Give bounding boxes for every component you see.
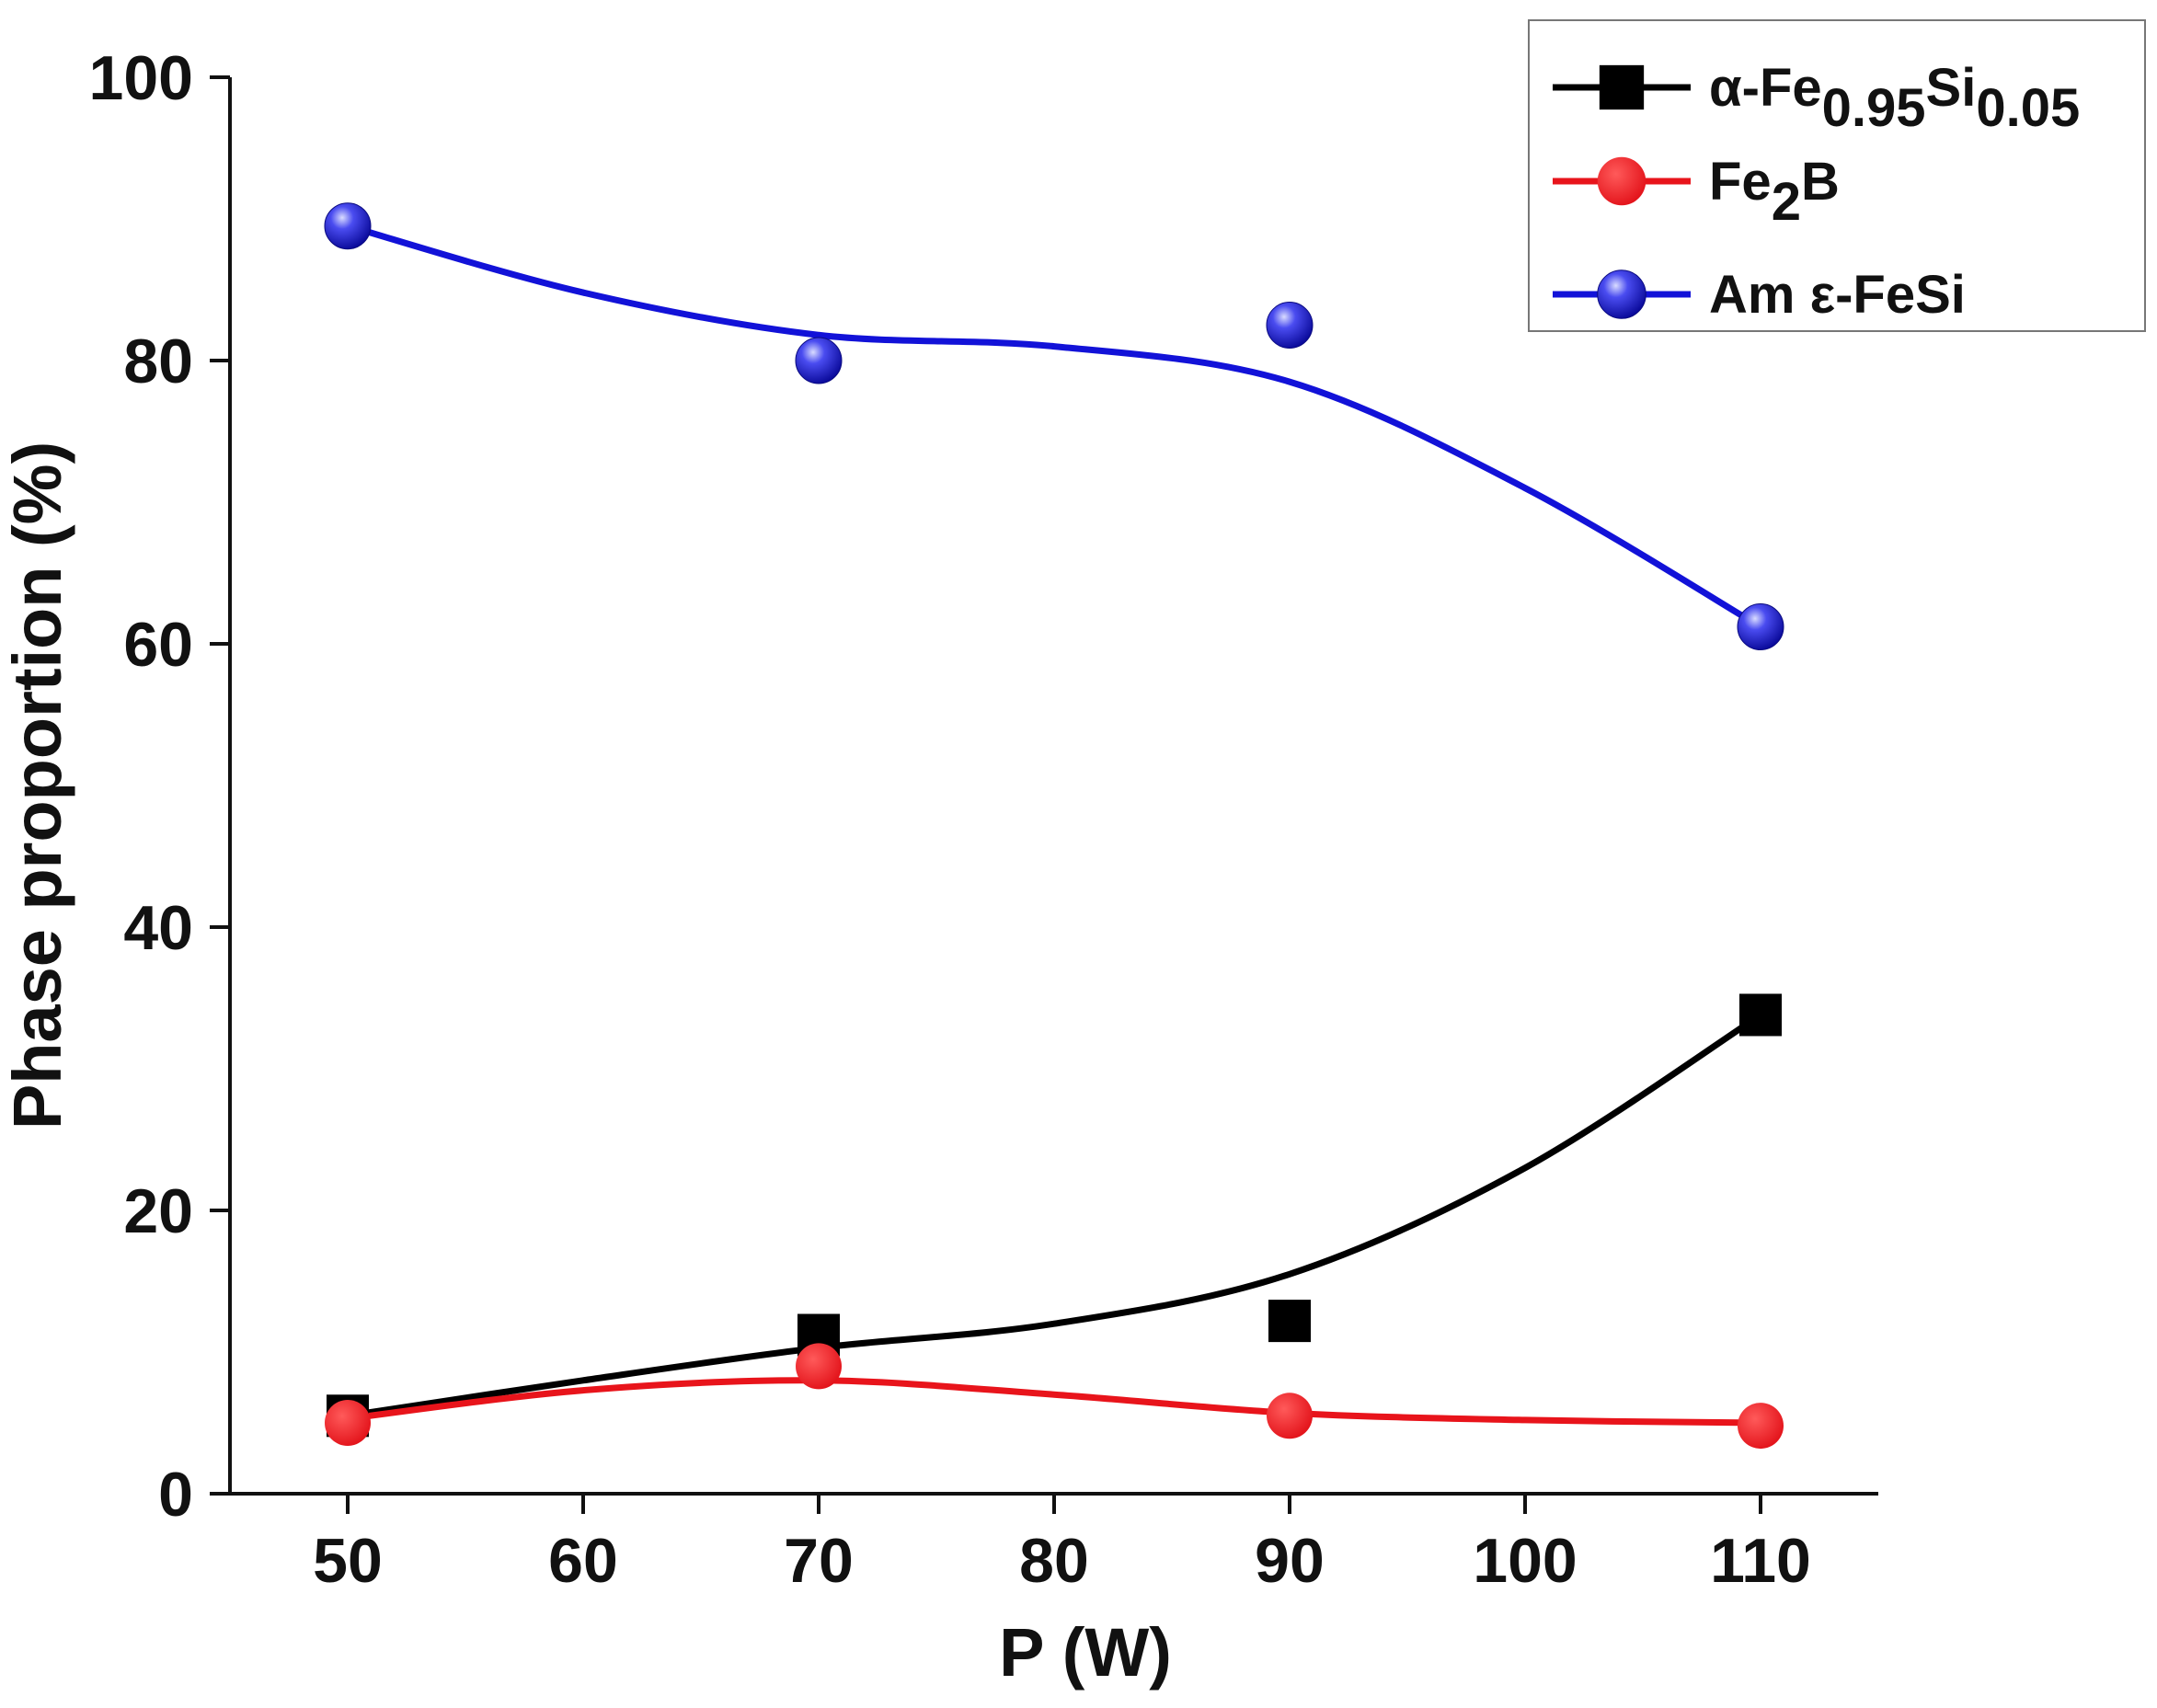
data-points bbox=[324, 202, 1784, 1450]
x-axis-title: P (W) bbox=[999, 1614, 1172, 1691]
x-ticks: 50 60 70 80 90 100 110 bbox=[313, 1494, 1811, 1596]
legend-marker-am-fesi bbox=[1597, 269, 1646, 319]
legend-marker-alpha-fesi bbox=[1599, 64, 1645, 110]
alpha-fesi-point bbox=[1268, 1300, 1311, 1343]
x-tick-label: 80 bbox=[1019, 1526, 1089, 1596]
legend-marker-fe2b bbox=[1597, 156, 1646, 206]
y-tick-label: 80 bbox=[123, 327, 193, 396]
fe2b-point bbox=[796, 1343, 842, 1390]
fe2b-point bbox=[325, 1400, 371, 1446]
x-tick-label: 60 bbox=[548, 1526, 618, 1596]
am-fesi-point bbox=[1737, 603, 1784, 651]
legend-label-am-fesi: Am ε-FeSi bbox=[1709, 265, 1966, 325]
am-fesi-point bbox=[324, 202, 372, 250]
fit-curves bbox=[344, 223, 1764, 1427]
alpha-fesi-point bbox=[1739, 993, 1782, 1037]
fit-curve-am-fesi bbox=[344, 223, 1764, 631]
y-tick-label: 20 bbox=[123, 1176, 193, 1246]
fe2b-point bbox=[1267, 1393, 1313, 1439]
fit-curve-fe2b bbox=[344, 1377, 1764, 1427]
fit-curve-alpha-fesi bbox=[344, 1011, 1764, 1419]
x-tick-label: 100 bbox=[1473, 1526, 1577, 1596]
y-tick-label: 0 bbox=[158, 1460, 193, 1530]
fe2b-point bbox=[1738, 1403, 1784, 1450]
legend-label-fe2b: Fe2B bbox=[1709, 152, 1840, 232]
am-fesi-point bbox=[1266, 302, 1314, 349]
x-tick-label: 110 bbox=[1710, 1526, 1811, 1596]
am-fesi-point bbox=[795, 337, 843, 384]
x-tick-label: 70 bbox=[784, 1526, 854, 1596]
y-tick-label: 100 bbox=[89, 43, 193, 113]
y-tick-label: 60 bbox=[123, 610, 193, 680]
x-tick-label: 50 bbox=[313, 1526, 383, 1596]
x-tick-label: 90 bbox=[1255, 1526, 1325, 1596]
legend: α-Fe0.95Si0.05 Fe2B Am ε-FeSi bbox=[1528, 19, 2146, 332]
legend-label-alpha-fesi: α-Fe0.95Si0.05 bbox=[1709, 58, 2080, 138]
y-ticks: 0 20 40 60 80 100 bbox=[89, 43, 230, 1530]
y-axis-title: Phase proportion (%) bbox=[0, 441, 75, 1129]
y-tick-label: 40 bbox=[123, 893, 193, 963]
